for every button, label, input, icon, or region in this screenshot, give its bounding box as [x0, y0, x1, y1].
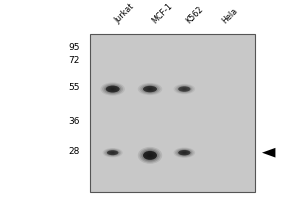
Ellipse shape	[183, 152, 186, 153]
Ellipse shape	[174, 84, 195, 94]
Ellipse shape	[146, 153, 154, 158]
Ellipse shape	[106, 85, 120, 93]
Ellipse shape	[180, 150, 189, 155]
Ellipse shape	[148, 88, 152, 90]
Ellipse shape	[143, 151, 157, 160]
Text: Jurkat: Jurkat	[113, 3, 136, 25]
Ellipse shape	[143, 151, 157, 160]
Ellipse shape	[111, 152, 114, 153]
Ellipse shape	[141, 149, 159, 161]
Ellipse shape	[180, 87, 189, 91]
Ellipse shape	[178, 86, 190, 92]
Ellipse shape	[175, 148, 194, 157]
Ellipse shape	[107, 150, 118, 155]
Ellipse shape	[108, 151, 117, 155]
Text: 36: 36	[68, 117, 80, 126]
Text: MCF-1: MCF-1	[150, 1, 174, 25]
Ellipse shape	[145, 152, 155, 159]
Ellipse shape	[104, 149, 121, 157]
Ellipse shape	[138, 83, 162, 95]
Ellipse shape	[138, 147, 162, 164]
Ellipse shape	[181, 88, 188, 91]
Ellipse shape	[148, 154, 152, 157]
Ellipse shape	[107, 86, 118, 92]
Ellipse shape	[177, 149, 192, 156]
Ellipse shape	[143, 86, 157, 92]
Ellipse shape	[143, 86, 157, 93]
Ellipse shape	[140, 84, 160, 94]
Ellipse shape	[102, 83, 123, 95]
Ellipse shape	[178, 86, 190, 92]
Ellipse shape	[140, 148, 160, 163]
Ellipse shape	[178, 150, 190, 156]
Ellipse shape	[177, 85, 192, 93]
Ellipse shape	[106, 149, 120, 156]
Ellipse shape	[107, 150, 118, 155]
Ellipse shape	[110, 151, 116, 154]
Text: 55: 55	[68, 83, 80, 92]
Ellipse shape	[104, 84, 122, 94]
Polygon shape	[262, 148, 275, 158]
Ellipse shape	[109, 87, 116, 91]
Ellipse shape	[174, 148, 195, 158]
Text: 95: 95	[68, 43, 80, 52]
Ellipse shape	[111, 88, 114, 90]
Ellipse shape	[103, 148, 123, 157]
Text: 72: 72	[68, 56, 80, 65]
Ellipse shape	[178, 150, 190, 155]
Text: K562: K562	[184, 5, 205, 25]
Ellipse shape	[100, 82, 125, 96]
Text: 28: 28	[68, 147, 80, 156]
Text: Hela: Hela	[220, 6, 239, 25]
Ellipse shape	[175, 85, 194, 93]
Ellipse shape	[145, 86, 155, 92]
Ellipse shape	[141, 85, 159, 93]
Ellipse shape	[181, 151, 188, 154]
Bar	[90, 34, 254, 192]
Ellipse shape	[106, 86, 120, 93]
Ellipse shape	[146, 87, 154, 91]
Ellipse shape	[183, 88, 186, 90]
